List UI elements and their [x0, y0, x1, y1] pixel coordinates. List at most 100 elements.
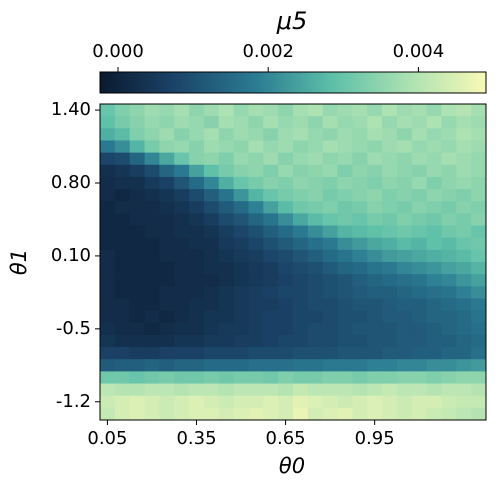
y-tick-label: 1.40 — [51, 99, 91, 120]
heatmap-cell — [367, 298, 383, 312]
heatmap-cell — [382, 164, 398, 178]
heatmap-cell — [426, 225, 442, 239]
heatmap-cell — [233, 104, 249, 117]
heatmap-cell — [382, 116, 398, 129]
y-tick-label: 0.80 — [51, 172, 91, 193]
heatmap-cell — [382, 395, 398, 409]
heatmap-cell — [322, 298, 339, 312]
heatmap-cell — [159, 140, 175, 154]
heatmap-cell — [114, 164, 131, 178]
heatmap-cell — [278, 249, 294, 263]
heatmap-cell — [293, 262, 309, 275]
heatmap-cell — [129, 371, 146, 385]
heatmap-cell — [248, 249, 264, 263]
heatmap-cell — [263, 359, 279, 372]
heatmap-cell — [144, 262, 160, 275]
heatmap-cell — [248, 262, 264, 275]
heatmap-cell — [159, 310, 175, 324]
heatmap-cell — [114, 371, 131, 385]
heatmap-cell — [293, 189, 309, 202]
heatmap-cell — [114, 140, 131, 154]
heatmap-cell — [352, 140, 368, 154]
heatmap-cell — [396, 359, 413, 372]
heatmap-cell — [456, 249, 472, 263]
heatmap-cell — [396, 347, 413, 360]
heatmap-cell — [411, 152, 428, 166]
heatmap-cell — [382, 347, 398, 360]
heatmap-cell — [174, 274, 190, 287]
heatmap-cell — [278, 310, 294, 324]
heatmap-cell — [411, 298, 428, 312]
heatmap-cell — [426, 334, 442, 348]
heatmap-cell — [203, 189, 220, 202]
heatmap-cell — [471, 298, 487, 312]
heatmap-cell — [382, 201, 398, 214]
heatmap-cell — [100, 286, 116, 299]
heatmap-cell — [114, 298, 131, 312]
heatmap-cell — [426, 104, 442, 117]
heatmap-cell — [218, 334, 235, 348]
heatmap-cell — [441, 274, 457, 287]
heatmap-cell — [367, 213, 383, 227]
heatmap-cell — [456, 104, 472, 117]
heatmap-cell — [337, 176, 353, 190]
heatmap-cell — [114, 225, 131, 239]
heatmap-cell — [144, 371, 160, 385]
heatmap-cell — [307, 371, 324, 385]
heatmap-cell — [189, 237, 205, 251]
heatmap-cell — [293, 298, 309, 312]
heatmap-cell — [456, 274, 472, 287]
heatmap-cell — [367, 371, 383, 385]
heatmap-cell — [396, 176, 413, 190]
heatmap-cell — [278, 262, 294, 275]
heatmap-cell — [218, 286, 235, 299]
heatmap-cell — [233, 140, 249, 154]
heatmap-cell — [307, 140, 324, 154]
heatmap-cell — [337, 189, 353, 202]
heatmap-cell — [263, 322, 279, 336]
heatmap-cell — [233, 286, 249, 299]
heatmap-cell — [218, 201, 235, 214]
heatmap-cell — [189, 176, 205, 190]
heatmap-cell — [411, 359, 428, 372]
heatmap-cell — [100, 164, 116, 178]
heatmap-cell — [248, 128, 264, 141]
heatmap-cell — [337, 274, 353, 287]
heatmap-cell — [189, 152, 205, 166]
heatmap-cell — [337, 104, 353, 117]
heatmap-cell — [411, 407, 428, 421]
heatmap-cell — [114, 201, 131, 214]
heatmap-cell — [471, 407, 487, 421]
heatmap-cell — [367, 262, 383, 275]
heatmap-cell — [159, 189, 175, 202]
heatmap-cell — [144, 237, 160, 251]
heatmap-cell — [426, 322, 442, 336]
heatmap-cell — [278, 140, 294, 154]
heatmap-cell — [218, 347, 235, 360]
heatmap-cell — [293, 152, 309, 166]
heatmap-cell — [218, 213, 235, 227]
heatmap-cell — [218, 164, 235, 178]
heatmap-cell — [129, 189, 146, 202]
heatmap-cell — [233, 407, 249, 421]
heatmap-cell — [441, 176, 457, 190]
heatmap-cell — [218, 104, 235, 117]
heatmap-cell — [278, 104, 294, 117]
heatmap-cell — [174, 189, 190, 202]
heatmap-cell — [352, 262, 368, 275]
heatmap-cell — [411, 274, 428, 287]
heatmap-cell — [233, 262, 249, 275]
heatmap-cell — [352, 249, 368, 263]
heatmap-cell — [337, 407, 353, 421]
heatmap-cell — [189, 407, 205, 421]
heatmap-cell — [471, 249, 487, 263]
heatmap-cell — [411, 310, 428, 324]
heatmap-cell — [471, 164, 487, 178]
heatmap-cell — [411, 128, 428, 141]
heatmap-cell — [352, 383, 368, 397]
heatmap-cell — [144, 164, 160, 178]
heatmap-cell — [352, 104, 368, 117]
heatmap-cell — [396, 128, 413, 141]
heatmap-cell — [233, 213, 249, 227]
heatmap-cell — [159, 164, 175, 178]
